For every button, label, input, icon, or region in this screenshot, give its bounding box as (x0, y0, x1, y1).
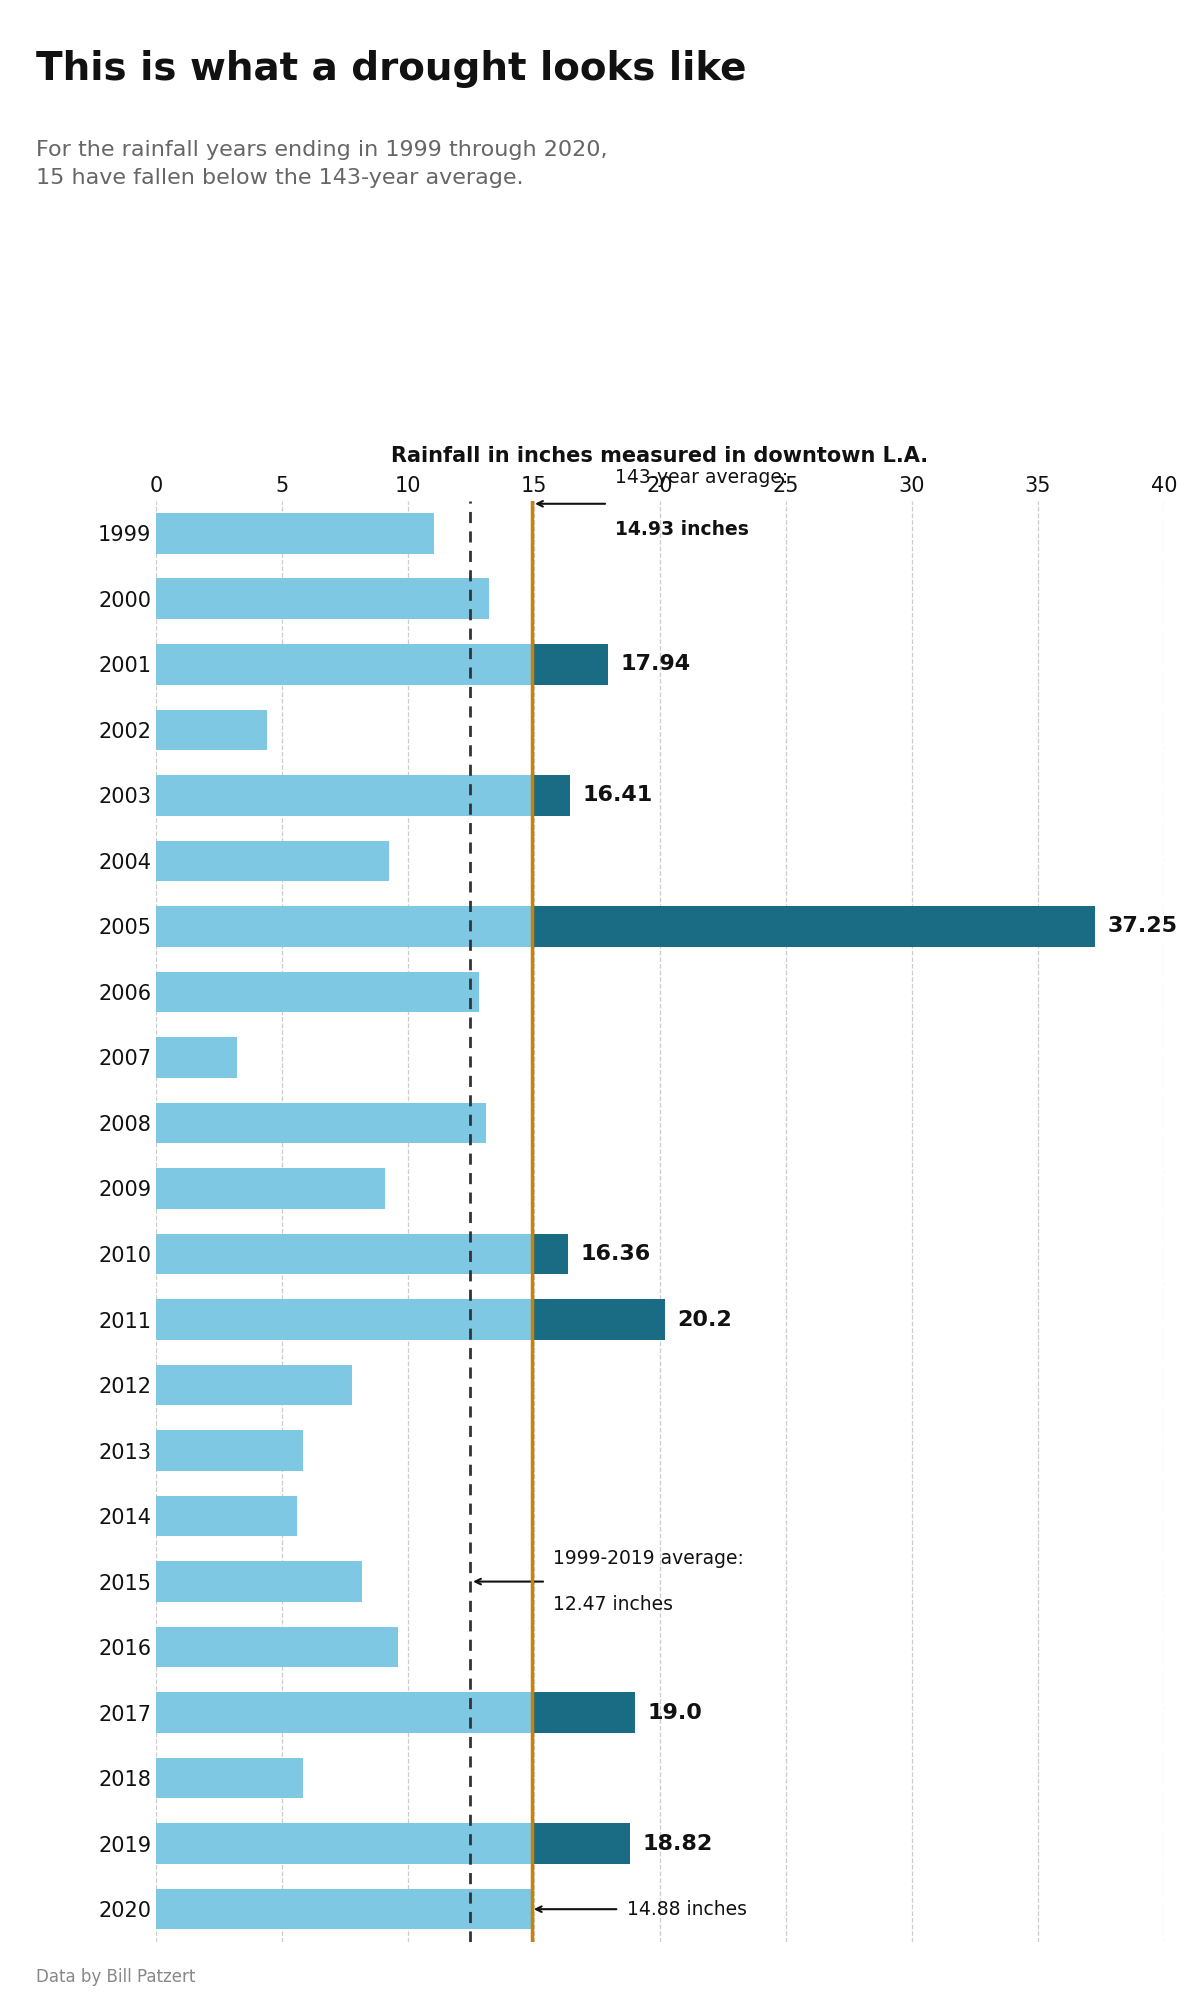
Bar (156, 1233, 533, 1275)
Bar (156, 579, 490, 619)
Bar (533, 1299, 665, 1339)
Bar (533, 645, 608, 685)
Bar (533, 907, 1094, 947)
Text: 143-year average:: 143-year average: (616, 468, 788, 486)
Bar (156, 1888, 530, 1930)
Bar (156, 1495, 298, 1536)
Text: This is what a drought looks like: This is what a drought looks like (36, 50, 746, 88)
Bar (156, 1299, 533, 1339)
Text: 16.41: 16.41 (582, 785, 653, 805)
Bar (533, 1824, 630, 1864)
Text: 16.36: 16.36 (581, 1243, 652, 1263)
Bar (156, 775, 533, 815)
Bar (156, 1824, 533, 1864)
Bar (156, 1692, 533, 1734)
Bar (156, 907, 533, 947)
Bar (533, 775, 570, 815)
Bar (156, 1365, 352, 1405)
Text: Data by Bill Patzert: Data by Bill Patzert (36, 1968, 196, 1986)
X-axis label: Rainfall in inches measured in downtown L.A.: Rainfall in inches measured in downtown … (391, 446, 929, 466)
Bar (156, 513, 433, 555)
Text: 18.82: 18.82 (643, 1834, 713, 1854)
Text: 14.93 inches: 14.93 inches (616, 521, 749, 539)
Bar (156, 645, 533, 685)
Bar (156, 1037, 236, 1077)
Bar (156, 709, 268, 751)
Text: 37.25: 37.25 (1108, 917, 1177, 937)
Text: 20.2: 20.2 (678, 1309, 732, 1329)
Bar (533, 1233, 569, 1275)
Bar (156, 1429, 304, 1471)
Text: For the rainfall years ending in 1999 through 2020,
15 have fallen below the 143: For the rainfall years ending in 1999 th… (36, 140, 607, 188)
Text: 19.0: 19.0 (648, 1702, 702, 1722)
Bar (156, 1103, 486, 1143)
Bar (533, 1692, 635, 1734)
Bar (156, 1167, 385, 1209)
Bar (156, 971, 479, 1013)
Text: 12.47 inches: 12.47 inches (553, 1596, 673, 1614)
Bar (156, 1758, 304, 1798)
Bar (156, 1628, 397, 1668)
Bar (156, 1562, 362, 1602)
Bar (156, 841, 389, 881)
Text: 1999-2019 average:: 1999-2019 average: (553, 1550, 744, 1568)
Text: 17.94: 17.94 (620, 655, 691, 675)
Text: 14.88 inches: 14.88 inches (626, 1900, 746, 1918)
